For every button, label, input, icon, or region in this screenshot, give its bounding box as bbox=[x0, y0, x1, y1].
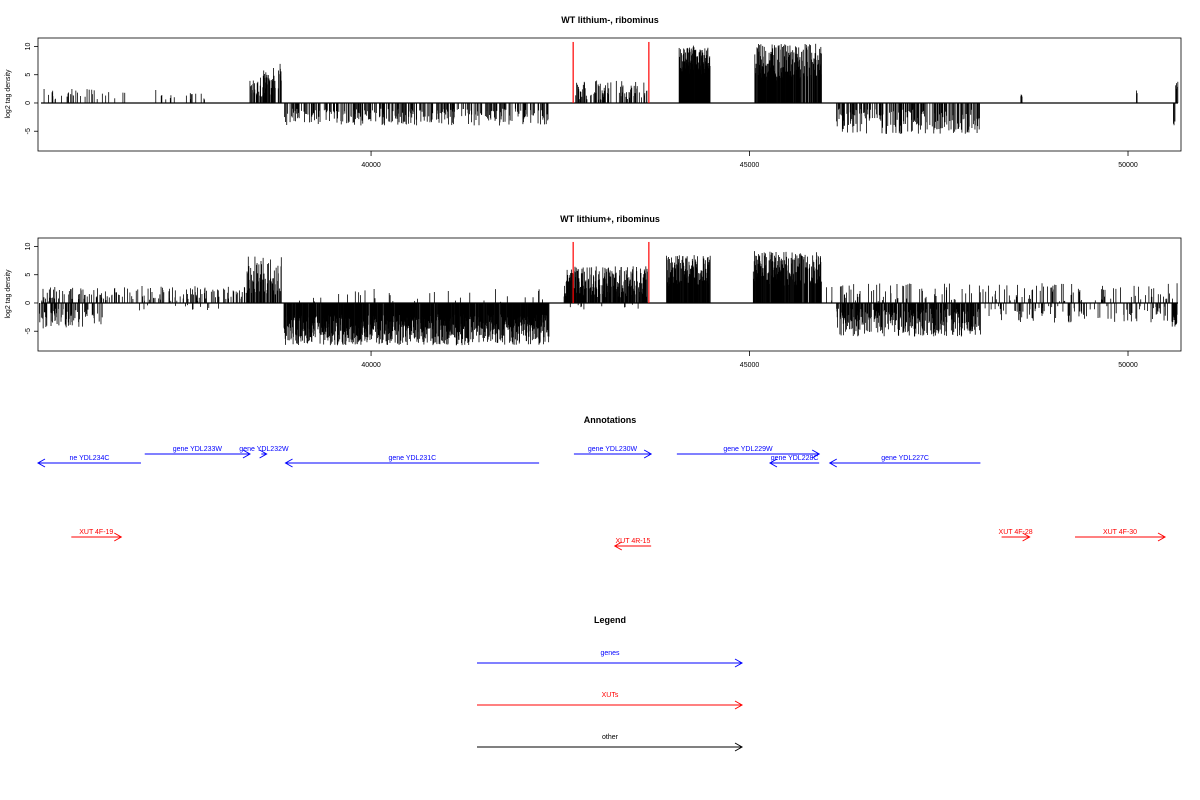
y-tick-label: -5 bbox=[25, 128, 32, 134]
x-tick-label: 40000 bbox=[361, 162, 381, 169]
legend-label: other bbox=[602, 734, 619, 741]
gene-label: gene YDL230W bbox=[588, 446, 638, 453]
legend-label: XUTs bbox=[602, 692, 619, 699]
xut-label: XUT 4F-19 bbox=[79, 529, 113, 536]
panel-title: WT lithium+, ribominus bbox=[560, 214, 660, 224]
y-tick-label: 0 bbox=[25, 301, 32, 305]
x-tick-label: 50000 bbox=[1118, 362, 1138, 369]
gene-label: gene YDL232W bbox=[239, 446, 289, 453]
x-tick-label: 50000 bbox=[1118, 162, 1138, 169]
xut-label: XUT 4F-30 bbox=[1103, 529, 1137, 536]
x-tick-label: 45000 bbox=[740, 362, 760, 369]
xut-arrow bbox=[1075, 532, 1167, 542]
gene-label: gene YDL231C bbox=[388, 455, 436, 462]
y-tick-label: -5 bbox=[25, 328, 32, 334]
plot-frame bbox=[37, 237, 1182, 352]
gene-label: gene YDL227C bbox=[881, 455, 929, 462]
gene-label: gene YDL229W bbox=[723, 446, 773, 453]
y-tick-label: 5 bbox=[25, 273, 32, 277]
gene-label: ne YDL234C bbox=[69, 455, 109, 462]
gene-arrow bbox=[828, 458, 981, 468]
panel-title: WT lithium-, ribominus bbox=[561, 15, 659, 25]
x-tick-label: 45000 bbox=[740, 162, 760, 169]
gene-arrow bbox=[36, 458, 141, 468]
annotations-title: Annotations bbox=[584, 415, 637, 425]
legend-arrow bbox=[477, 700, 744, 710]
bar-layer bbox=[41, 41, 1179, 134]
xut-label: XUT 4F-28 bbox=[999, 529, 1033, 536]
legend-arrow bbox=[477, 658, 744, 668]
legend-label: genes bbox=[600, 650, 620, 657]
x-tick-label: 40000 bbox=[361, 362, 381, 369]
gene-arrow bbox=[573, 449, 653, 459]
bar-layer bbox=[39, 241, 1178, 346]
y-axis-label: log2 tag density bbox=[5, 269, 12, 319]
y-tick-label: 0 bbox=[25, 101, 32, 105]
gene-label: gene YDL233W bbox=[173, 446, 223, 453]
y-axis-label: log2 tag density bbox=[5, 69, 12, 119]
legend-title: Legend bbox=[594, 615, 626, 625]
panel-lithium-plus: WT lithium+, ribominus log2 tag density … bbox=[5, 214, 1182, 369]
gene-arrow bbox=[676, 449, 821, 459]
y-tick-label: 10 bbox=[25, 242, 32, 250]
plot-frame bbox=[37, 37, 1182, 152]
xut-arrow bbox=[71, 532, 123, 542]
axis-layer: -5 0 5 10 40000 45000 50000 bbox=[25, 42, 1138, 169]
gene-arrow bbox=[144, 449, 251, 459]
gene-arrow bbox=[768, 458, 820, 468]
xut-label: XUT 4R-15 bbox=[616, 538, 651, 545]
panel-lithium-minus: WT lithium-, ribominus log2 tag density … bbox=[5, 15, 1182, 169]
xut-arrow bbox=[1001, 532, 1031, 542]
y-tick-label: 10 bbox=[25, 42, 32, 50]
annotations-track: Annotations ne YDL234C gene YDL233W gene Y… bbox=[36, 415, 1167, 551]
xut-arrow bbox=[613, 541, 652, 551]
legend: Legend genes XUTs other bbox=[477, 615, 744, 752]
gene-label: gene YDL228C bbox=[771, 455, 819, 462]
y-tick-label: 5 bbox=[25, 73, 32, 77]
legend-arrow bbox=[477, 742, 744, 752]
gene-arrow bbox=[259, 449, 268, 459]
gene-arrow bbox=[284, 458, 540, 468]
axis-layer: -5 0 5 10 40000 45000 50000 bbox=[25, 242, 1138, 369]
